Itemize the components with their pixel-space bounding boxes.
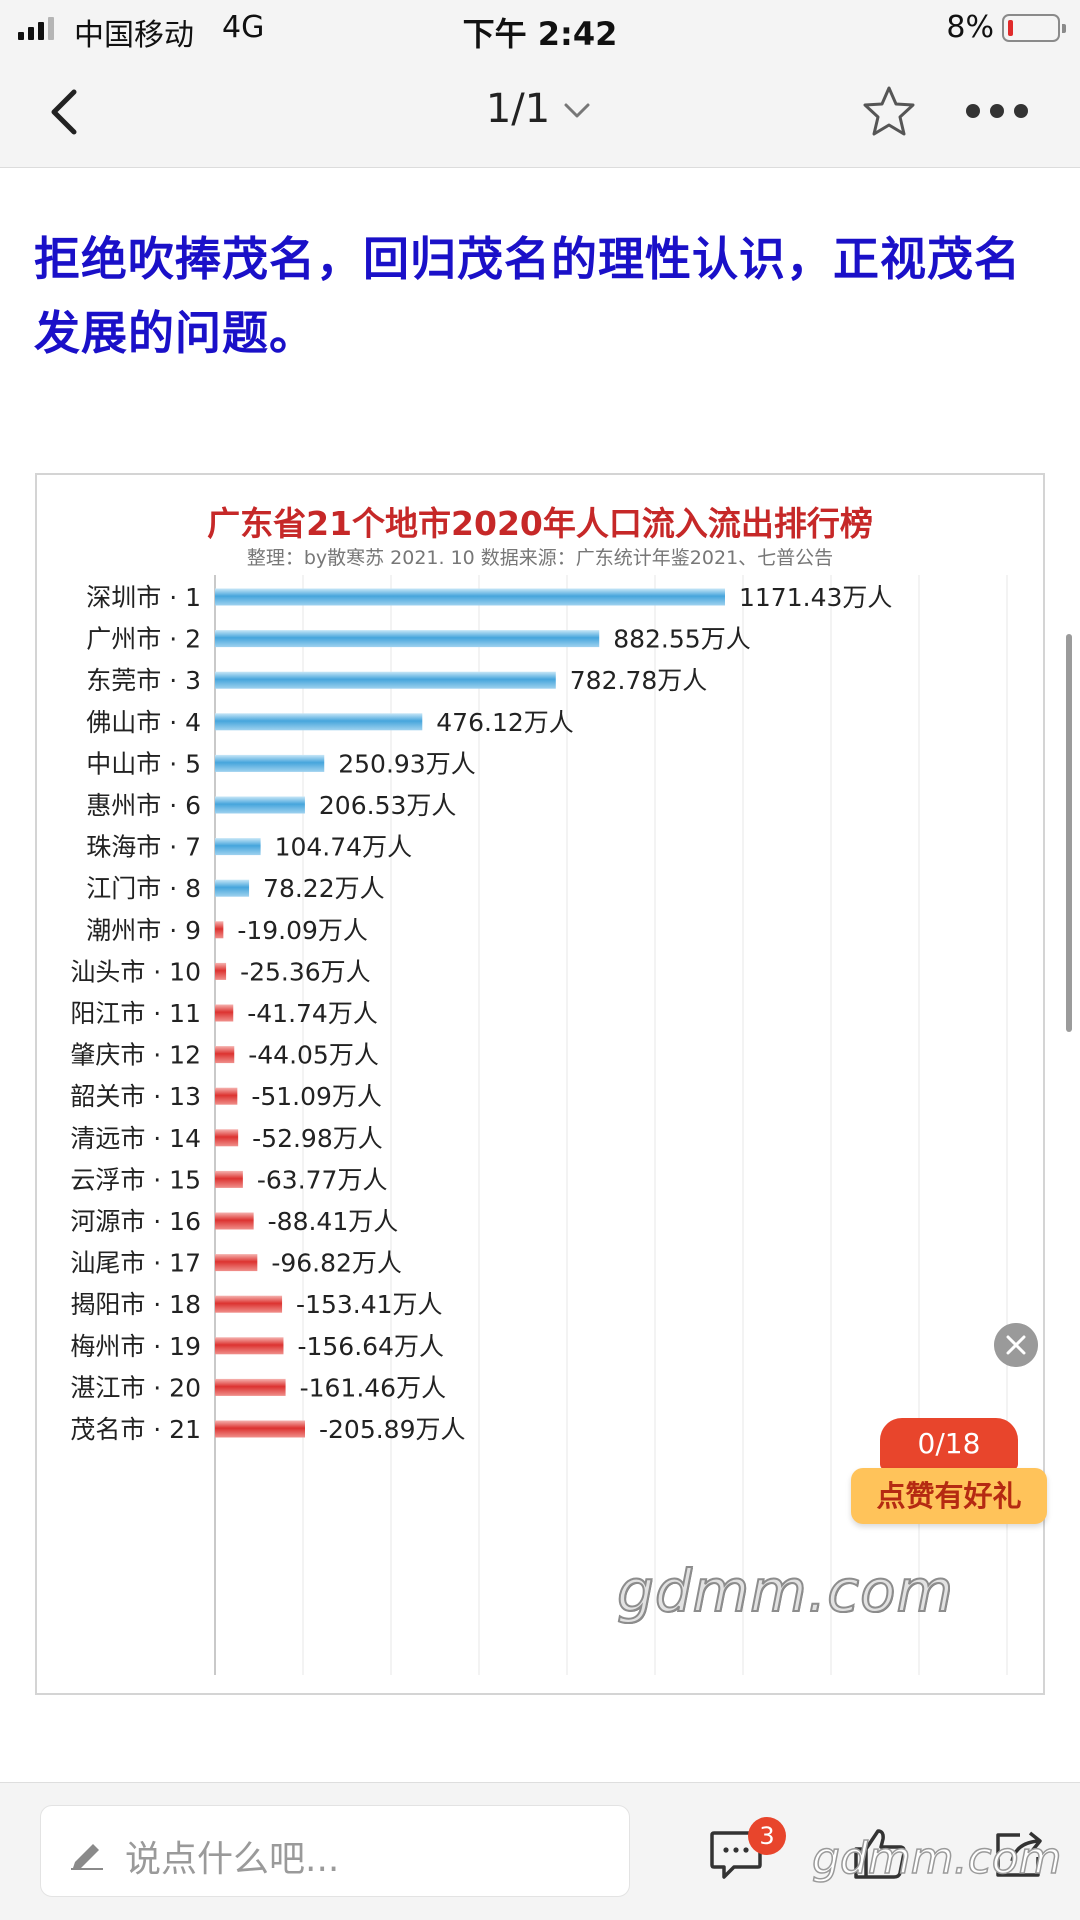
comment-placeholder: 说点什么吧... [125, 1839, 340, 1880]
signal-icon [18, 16, 54, 40]
comment-count-badge: 3 [748, 1817, 786, 1855]
value-label: 104.74万人 [275, 833, 412, 862]
bar [215, 962, 227, 980]
more-icon[interactable] [966, 104, 1028, 120]
category-label: 佛山市 · 4 [86, 708, 201, 737]
value-label: -156.64万人 [297, 1332, 444, 1361]
category-label: 深圳市 · 1 [86, 583, 201, 612]
category-label: 潮州市 · 9 [86, 916, 201, 945]
headline-line-2: 发展的问题。 [34, 306, 316, 360]
category-label: 惠州市 · 6 [86, 791, 201, 820]
bar [215, 1129, 239, 1147]
bar [215, 630, 600, 648]
value-label: -96.82万人 [271, 1249, 402, 1278]
bar [215, 754, 325, 772]
network-type: 4G [222, 10, 265, 45]
bottom-toolbar: 说点什么吧... 3 gdmm.com [0, 1782, 1080, 1920]
category-label: 韶关市 · 13 [70, 1082, 201, 1111]
value-label: -25.36万人 [240, 957, 371, 986]
watermark-bottom: gdmm.com [811, 1832, 1062, 1885]
bar [215, 879, 250, 897]
category-label: 广州市 · 2 [86, 625, 201, 654]
category-label: 梅州市 · 19 [70, 1332, 201, 1361]
category-label: 清远市 · 14 [70, 1124, 201, 1153]
value-label: 206.53万人 [319, 791, 456, 820]
bar [215, 1254, 258, 1272]
bar [215, 1337, 284, 1355]
bar [215, 1420, 305, 1438]
bar [215, 1295, 283, 1313]
value-label: 78.22万人 [263, 874, 385, 903]
value-label: -19.09万人 [237, 916, 368, 945]
headline-line-1: 拒绝吹捧茂名，回归茂名的理性认识，正视茂名 [34, 232, 1021, 286]
bar [215, 1046, 235, 1064]
like-reward-badge[interactable]: 0/18 点赞有好礼 [851, 1418, 1047, 1530]
value-label: -41.74万人 [247, 999, 378, 1028]
battery-icon [1002, 14, 1066, 42]
pencil-icon [71, 1844, 103, 1870]
category-label: 云浮市 · 15 [70, 1165, 201, 1194]
category-label: 肇庆市 · 12 [70, 1041, 201, 1070]
bar [215, 1087, 238, 1105]
value-label: -44.05万人 [248, 1041, 379, 1070]
value-label: -205.89万人 [319, 1415, 466, 1444]
status-bar: 中国移动 4G 下午 2:42 8% [0, 0, 1080, 56]
clock: 下午 2:42 [462, 15, 618, 53]
chart-subtitle: 整理：by散寒苏 2021. 10 数据来源：广东统计年鉴2021、七普公告 [246, 547, 834, 569]
star-icon[interactable] [860, 84, 918, 140]
share-icon[interactable] [990, 1825, 1050, 1881]
category-label: 汕头市 · 10 [70, 957, 201, 986]
value-label: -161.46万人 [300, 1373, 447, 1402]
bar [215, 1170, 243, 1188]
category-label: 珠海市 · 7 [86, 833, 201, 862]
bar [215, 671, 556, 689]
page-selector[interactable]: 1/1 [0, 86, 1080, 132]
value-label: 1171.43万人 [739, 583, 892, 612]
category-label: 茂名市 · 21 [70, 1415, 201, 1444]
page-indicator: 1/1 [485, 86, 551, 132]
value-label: 882.55万人 [613, 625, 750, 654]
chevron-down-icon [564, 103, 590, 118]
value-label: -51.09万人 [251, 1082, 382, 1111]
category-label: 河源市 · 16 [70, 1207, 201, 1236]
bar [215, 1378, 286, 1396]
category-label: 揭阳市 · 18 [70, 1290, 201, 1319]
bar [215, 838, 261, 856]
scrollbar[interactable] [1066, 634, 1072, 1032]
category-label: 中山市 · 5 [86, 749, 201, 778]
nav-bar: 1/1 [0, 56, 1080, 168]
bar [215, 796, 305, 814]
like-progress-count: 0/18 [880, 1418, 1018, 1470]
like-reward-label: 点赞有好礼 [851, 1468, 1047, 1524]
value-label: 782.78万人 [570, 666, 707, 695]
value-label: -63.77万人 [257, 1165, 388, 1194]
thumbs-up-icon[interactable] [850, 1825, 910, 1881]
value-label: 250.93万人 [338, 749, 475, 778]
chart-title: 广东省21个地市2020年人口流入流出排行榜 [207, 504, 873, 543]
value-label: -153.41万人 [296, 1290, 443, 1319]
category-label: 江门市 · 8 [86, 874, 201, 903]
value-label: -52.98万人 [252, 1124, 383, 1153]
category-label: 阳江市 · 11 [70, 999, 201, 1028]
bar [215, 1212, 254, 1230]
article-headline: 拒绝吹捧茂名，回归茂名的理性认识，正视茂名 发展的问题。 [34, 222, 1054, 370]
value-label: -88.41万人 [268, 1207, 399, 1236]
close-icon[interactable] [994, 1323, 1038, 1367]
category-label: 东莞市 · 3 [86, 666, 201, 695]
bar [215, 1004, 234, 1022]
comment-input[interactable]: 说点什么吧... [40, 1805, 630, 1897]
value-label: 476.12万人 [436, 708, 573, 737]
back-icon[interactable] [42, 84, 92, 140]
carrier-name: 中国移动 [74, 18, 194, 53]
bar [215, 713, 423, 731]
bar [215, 921, 224, 939]
bar [215, 588, 725, 606]
battery-percent: 8% [946, 10, 994, 45]
watermark: gdmm.com [616, 1556, 954, 1626]
category-label: 汕尾市 · 17 [70, 1249, 201, 1278]
category-label: 湛江市 · 20 [70, 1373, 201, 1402]
